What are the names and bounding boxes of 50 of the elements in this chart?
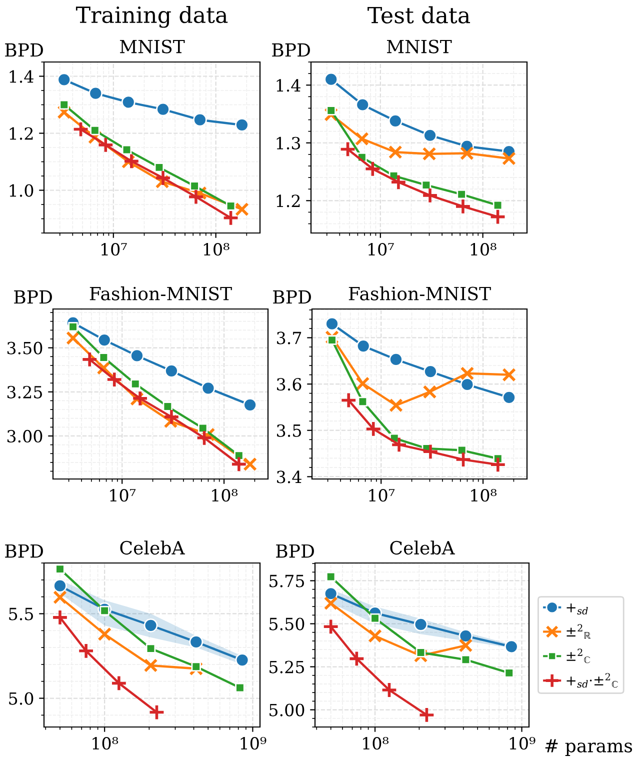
x-tick-label: 10⁸ <box>212 489 238 502</box>
x-tick-label: 10⁹ <box>240 737 266 750</box>
y-tick-label: 3.25 <box>7 386 42 398</box>
y-tick-label: 1.2 <box>276 194 300 208</box>
legend-label: ±$^{2}$$_{ℝ}$ <box>566 624 591 639</box>
y-tick-label: 3.50 <box>7 342 42 354</box>
y-tick-label: 5.00 <box>270 704 304 716</box>
x-tick-label: 10⁸ <box>204 243 230 256</box>
y-tick-label: 5.25 <box>270 660 304 674</box>
x-axis-title: # params <box>545 739 632 756</box>
chart-title: Fashion-MNIST <box>348 286 491 300</box>
x-tick-label: 10⁸ <box>363 737 389 750</box>
x-tick-label: 10⁸ <box>470 243 496 256</box>
y-axis-title: BPD <box>273 290 311 304</box>
chart-title: Training data <box>76 6 228 28</box>
y-tick-label: 3.5 <box>277 424 301 437</box>
x-tick-label: 10⁹ <box>510 737 536 750</box>
chart-subtitle: MNIST <box>386 40 452 54</box>
y-tick-label: 5.5 <box>9 608 33 620</box>
y-tick-label: 5.0 <box>9 692 34 705</box>
y-tick-label: 3.4 <box>277 470 302 484</box>
y-tick-label: 3.7 <box>277 332 302 344</box>
x-tick-label: 10⁸ <box>471 489 497 502</box>
y-tick-label: 1.3 <box>276 136 300 150</box>
x-tick-label: 10⁷ <box>102 243 127 256</box>
y-tick-label: 1.4 <box>10 70 34 83</box>
x-tick-label: 10⁷ <box>369 489 395 502</box>
x-tick-label: 10⁷ <box>110 489 136 502</box>
y-axis-title: BPD <box>5 43 43 57</box>
chart-title: CelebA <box>390 540 455 555</box>
chart-subtitle: MNIST <box>120 40 185 54</box>
chart-title: CelebA <box>120 540 185 555</box>
y-axis-title: BPD <box>14 290 52 304</box>
y-tick-label: 3.00 <box>7 430 42 443</box>
legend-label: +$_{sd}$ <box>566 603 588 614</box>
y-tick-label: 5.50 <box>270 618 304 630</box>
legend-label: +$_{sd}$·±$^{2}$$_{ℂ}$ <box>566 673 618 688</box>
legend-label: ±$^{2}$$_{ℂ}$ <box>566 648 590 664</box>
y-tick-label: 1.0 <box>10 184 34 197</box>
y-tick-label: 1.2 <box>10 127 33 140</box>
y-tick-label: 3.6 <box>277 378 302 391</box>
y-axis-title: BPD <box>5 544 43 558</box>
y-tick-label: 5.75 <box>270 574 304 588</box>
x-tick-label: 10⁸ <box>92 737 118 750</box>
x-tick-label: 10⁷ <box>368 243 394 256</box>
chart-title: Test data <box>368 6 470 24</box>
chart-title: Fashion-MNIST <box>90 286 232 300</box>
y-axis-title: BPD <box>272 43 310 57</box>
y-axis-title: BPD <box>276 544 314 558</box>
y-tick-label: 1.4 <box>276 79 300 92</box>
